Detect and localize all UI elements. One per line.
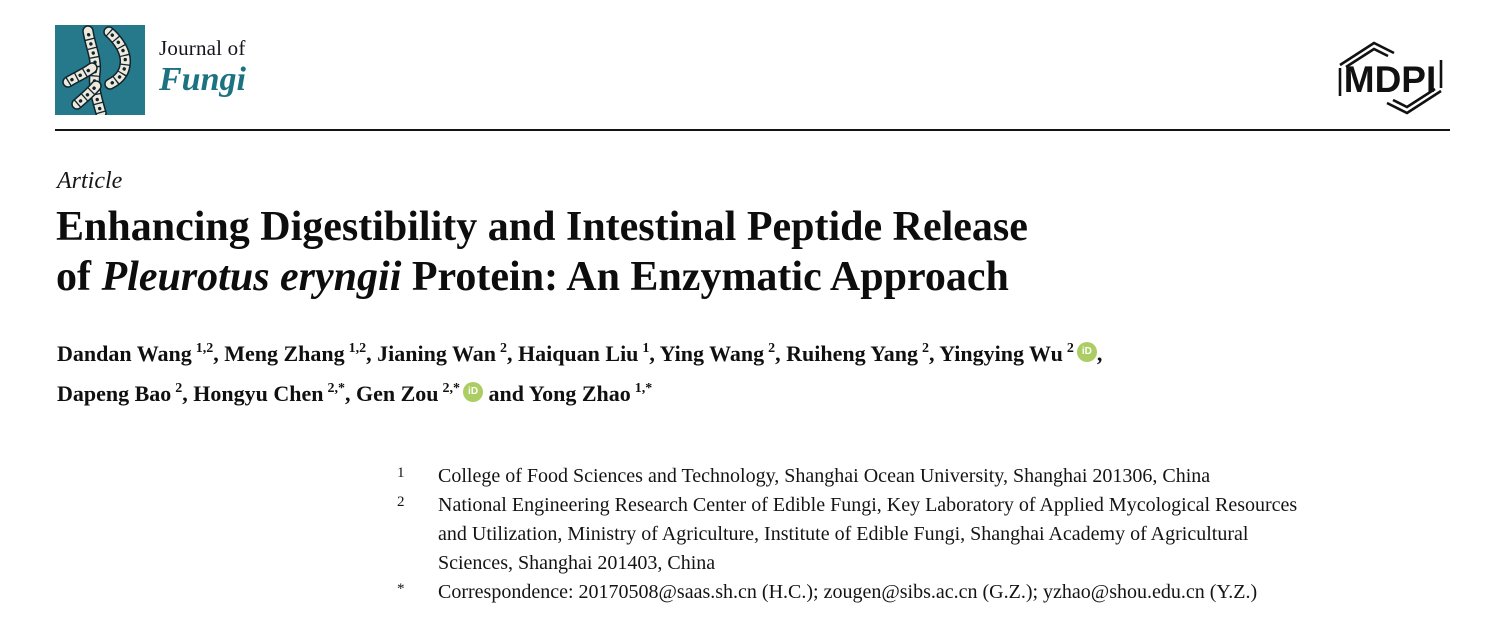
correspondence: * Correspondence: 20170508@saas.sh.cn (H… bbox=[397, 578, 1457, 607]
author-separator: , bbox=[1096, 341, 1103, 366]
orcid-icon[interactable]: iD bbox=[463, 382, 484, 402]
journal-prefix: Journal of bbox=[159, 36, 246, 60]
author-list: Dandan Wang 1,2, Meng Zhang 1,2, Jianing W… bbox=[57, 334, 1457, 414]
author-line-1: Dandan Wang 1,2, Meng Zhang 1,2, Jianing W… bbox=[57, 334, 1457, 374]
affiliation-1: 1 College of Food Sciences and Technolog… bbox=[397, 462, 1457, 491]
author-line-2: Dapeng Bao 2, Hongyu Chen 2,*, Gen Zou 2,* i… bbox=[57, 374, 1457, 414]
author-name: Hongyu Chen bbox=[193, 381, 324, 406]
author-separator: , bbox=[345, 381, 357, 406]
author-name: Jianing Wan bbox=[377, 341, 496, 366]
title-species-name: Pleurotus eryngii bbox=[101, 254, 402, 300]
author-name: Dapeng Bao bbox=[57, 381, 172, 406]
affiliation-text: National Engineering Research Center of … bbox=[438, 494, 1298, 516]
affiliations-block: 1 College of Food Sciences and Technolog… bbox=[397, 462, 1457, 607]
title-line2-suffix: Protein: An Enzymatic Approach bbox=[401, 254, 1009, 300]
correspondence-text: Correspondence: 20170508@saas.sh.cn (H.C… bbox=[438, 581, 1258, 603]
affiliation-2: 2 National Engineering Research Center o… bbox=[397, 491, 1457, 578]
article-type-label: Article bbox=[57, 168, 123, 194]
author-affil-sup: 2 bbox=[175, 381, 183, 396]
author-separator: , bbox=[182, 381, 194, 406]
author-separator: , bbox=[649, 341, 660, 366]
author-name: Ying Wang bbox=[659, 341, 765, 366]
journal-of-fungi-logo-icon bbox=[55, 25, 145, 115]
author-name: Gen Zou bbox=[356, 381, 439, 406]
author-name: Yingying Wu bbox=[939, 341, 1063, 366]
header-divider bbox=[55, 129, 1450, 131]
author-separator: , bbox=[506, 341, 518, 366]
author-affil-sup: 1 bbox=[642, 341, 650, 356]
journal-title: Journal of Fungi bbox=[159, 36, 246, 99]
orcid-icon[interactable]: iD bbox=[1076, 342, 1097, 362]
affiliation-marker: 2 bbox=[397, 494, 405, 510]
correspondence-marker: * bbox=[397, 581, 405, 597]
author-affil-sup: 2 bbox=[499, 341, 507, 356]
paper-title: Enhancing Digestibility and Intestinal P… bbox=[56, 202, 1336, 302]
author-separator: , bbox=[929, 341, 940, 366]
author-separator: , bbox=[213, 341, 225, 366]
author-name: Ruiheng Yang bbox=[786, 341, 918, 366]
author-separator: and bbox=[483, 381, 529, 406]
author-affil-sup: 1,2 bbox=[195, 341, 214, 356]
author-name: Haiquan Liu bbox=[517, 341, 639, 366]
affiliation-text: College of Food Sciences and Technology,… bbox=[438, 465, 1211, 487]
author-affil-sup: 1,* bbox=[634, 381, 653, 396]
author-name: Dandan Wang bbox=[57, 341, 192, 366]
mdpi-logo-icon: MDPI bbox=[1338, 41, 1443, 115]
mdpi-wordmark: MDPI bbox=[1344, 59, 1437, 100]
author-affil-sup: 2 bbox=[1066, 341, 1074, 356]
journal-brand: Journal of Fungi bbox=[55, 25, 246, 115]
affiliation-text: and Utilization, Ministry of Agriculture… bbox=[438, 523, 1249, 545]
author-affil-sup: 1,2 bbox=[348, 341, 367, 356]
author-affil-sup: 2 bbox=[768, 341, 776, 356]
title-line1: Enhancing Digestibility and Intestinal P… bbox=[56, 204, 1028, 250]
author-name: Meng Zhang bbox=[224, 341, 345, 366]
journal-name: Fungi bbox=[159, 61, 246, 99]
affiliation-marker: 1 bbox=[397, 465, 405, 481]
author-separator: , bbox=[366, 341, 378, 366]
author-separator: , bbox=[775, 341, 787, 366]
author-affil-sup: 2,* bbox=[442, 381, 461, 396]
affiliation-text: Sciences, Shanghai 201403, China bbox=[438, 552, 716, 574]
author-affil-sup: 2 bbox=[922, 341, 929, 356]
author-name: Yong Zhao bbox=[528, 381, 631, 406]
title-line2-prefix: of bbox=[56, 254, 102, 300]
author-affil-sup: 2,* bbox=[327, 381, 346, 396]
